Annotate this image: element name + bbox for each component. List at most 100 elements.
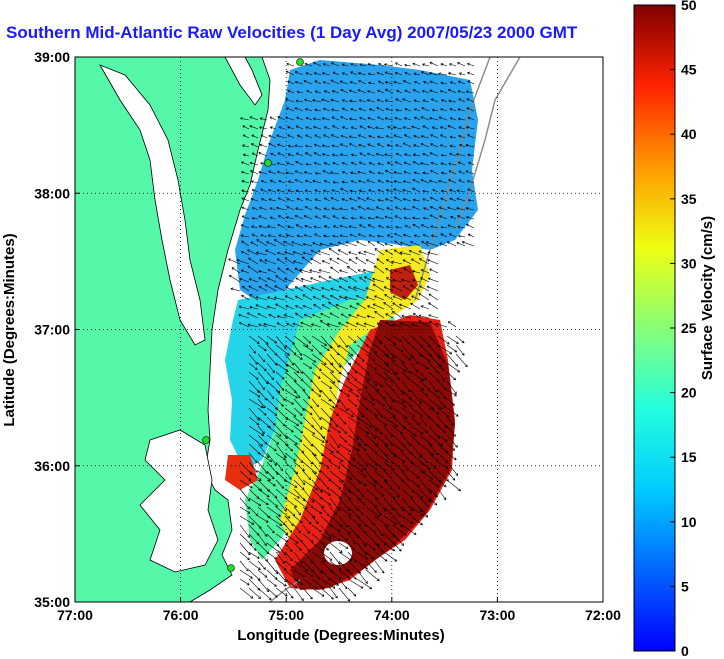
velocity-arrow <box>401 524 417 535</box>
velocity-arrow <box>338 515 348 528</box>
velocity-arrow <box>339 269 349 274</box>
velocity-arrow <box>430 161 439 166</box>
velocity-arrow <box>277 267 286 274</box>
velocity-arrow <box>392 323 403 328</box>
velocity-arrow <box>347 380 362 391</box>
velocity-arrow <box>321 260 331 265</box>
velocity-arrow <box>266 371 274 381</box>
velocity-arrow <box>440 233 448 238</box>
velocity-arrow <box>239 488 251 502</box>
velocity-arrow <box>401 407 415 417</box>
velocity-arrow <box>331 62 340 67</box>
velocity-arrow <box>228 275 241 283</box>
velocity-arrow <box>275 389 286 401</box>
velocity-arrow <box>356 542 367 556</box>
velocity-arrow <box>412 89 421 94</box>
velocity-arrow <box>350 207 358 211</box>
velocity-arrow <box>395 144 403 148</box>
velocity-arrow <box>341 107 349 112</box>
velocity-arrow <box>347 569 357 580</box>
velocity-arrow <box>392 542 402 552</box>
velocity-arrow <box>374 416 388 426</box>
velocity-arrow <box>340 116 349 121</box>
velocity-arrow <box>365 335 376 347</box>
velocity-arrow <box>429 116 439 121</box>
velocity-arrow <box>458 98 466 103</box>
velocity-arrow <box>412 187 421 193</box>
velocity-arrow <box>277 215 286 220</box>
velocity-arrow <box>261 198 268 202</box>
velocity-arrow <box>349 305 358 310</box>
velocity-arrow <box>300 321 313 328</box>
velocity-arrow <box>250 198 259 202</box>
y-tick-label: 39:00 <box>34 49 70 65</box>
velocity-arrow <box>248 560 261 571</box>
velocity-arrow <box>411 125 421 130</box>
velocity-arrow <box>293 425 304 434</box>
velocity-arrow <box>342 126 349 130</box>
velocity-arrow <box>385 268 394 274</box>
velocity-arrow <box>457 90 466 94</box>
velocity-arrow <box>440 63 448 67</box>
velocity-arrow <box>268 134 277 139</box>
velocity-arrow <box>258 270 268 274</box>
velocity-arrow <box>422 233 430 238</box>
x-tick-label: 76:00 <box>163 607 199 623</box>
velocity-arrow <box>248 371 259 380</box>
velocity-arrow <box>320 551 333 561</box>
velocity-arrow <box>266 578 277 587</box>
velocity-arrow <box>377 179 385 184</box>
velocity-arrow <box>287 189 295 193</box>
velocity-arrow <box>294 170 304 175</box>
velocity-arrow <box>257 461 268 474</box>
velocity-arrow <box>248 542 257 551</box>
velocity-arrow <box>420 143 430 148</box>
velocity-arrow <box>294 179 304 184</box>
velocity-arrow <box>248 362 258 371</box>
velocity-arrow <box>338 443 352 452</box>
velocity-arrow <box>427 277 439 283</box>
velocity-arrow <box>332 153 340 157</box>
velocity-arrow <box>365 362 377 371</box>
velocity-arrow <box>248 461 258 473</box>
velocity-arrow <box>293 587 304 601</box>
velocity-arrow <box>413 144 421 148</box>
velocity-arrow <box>456 207 466 211</box>
velocity-arrow <box>437 416 448 429</box>
velocity-arrow <box>331 207 340 211</box>
velocity-arrow <box>401 398 413 408</box>
velocity-arrow <box>287 134 295 139</box>
velocity-arrow <box>356 488 365 498</box>
velocity-arrow <box>376 71 385 76</box>
colorbar-tick-label: 10 <box>681 514 697 530</box>
velocity-arrow <box>365 389 375 402</box>
velocity-field-blue <box>235 60 478 300</box>
velocity-arrow <box>284 452 296 462</box>
velocity-arrow <box>384 81 394 85</box>
velocity-arrow <box>374 295 385 301</box>
velocity-arrow <box>429 152 439 157</box>
velocity-arrow <box>356 569 368 584</box>
bathymetry-line <box>454 57 521 231</box>
velocity-arrow <box>457 117 466 121</box>
velocity-arrow <box>377 80 385 85</box>
velocity-arrow <box>457 215 466 220</box>
velocity-arrow <box>268 313 277 319</box>
velocity-arrow <box>377 189 385 193</box>
velocity-arrow <box>268 170 277 175</box>
velocity-arrow <box>391 310 403 319</box>
velocity-arrow <box>456 242 466 247</box>
velocity-arrow <box>329 497 341 512</box>
velocity-arrow <box>377 234 385 238</box>
velocity-arrow <box>364 276 376 283</box>
velocity-arrow <box>419 371 427 381</box>
velocity-arrow <box>367 72 376 76</box>
velocity-arrow <box>275 380 285 391</box>
y-tick-label: 37:00 <box>34 322 70 338</box>
velocity-arrow <box>311 533 326 546</box>
velocity-arrow <box>359 224 367 229</box>
velocity-arrow <box>367 63 376 67</box>
velocity-arrow <box>286 162 295 166</box>
velocity-arrow <box>356 425 370 434</box>
velocity-arrow <box>384 71 394 76</box>
